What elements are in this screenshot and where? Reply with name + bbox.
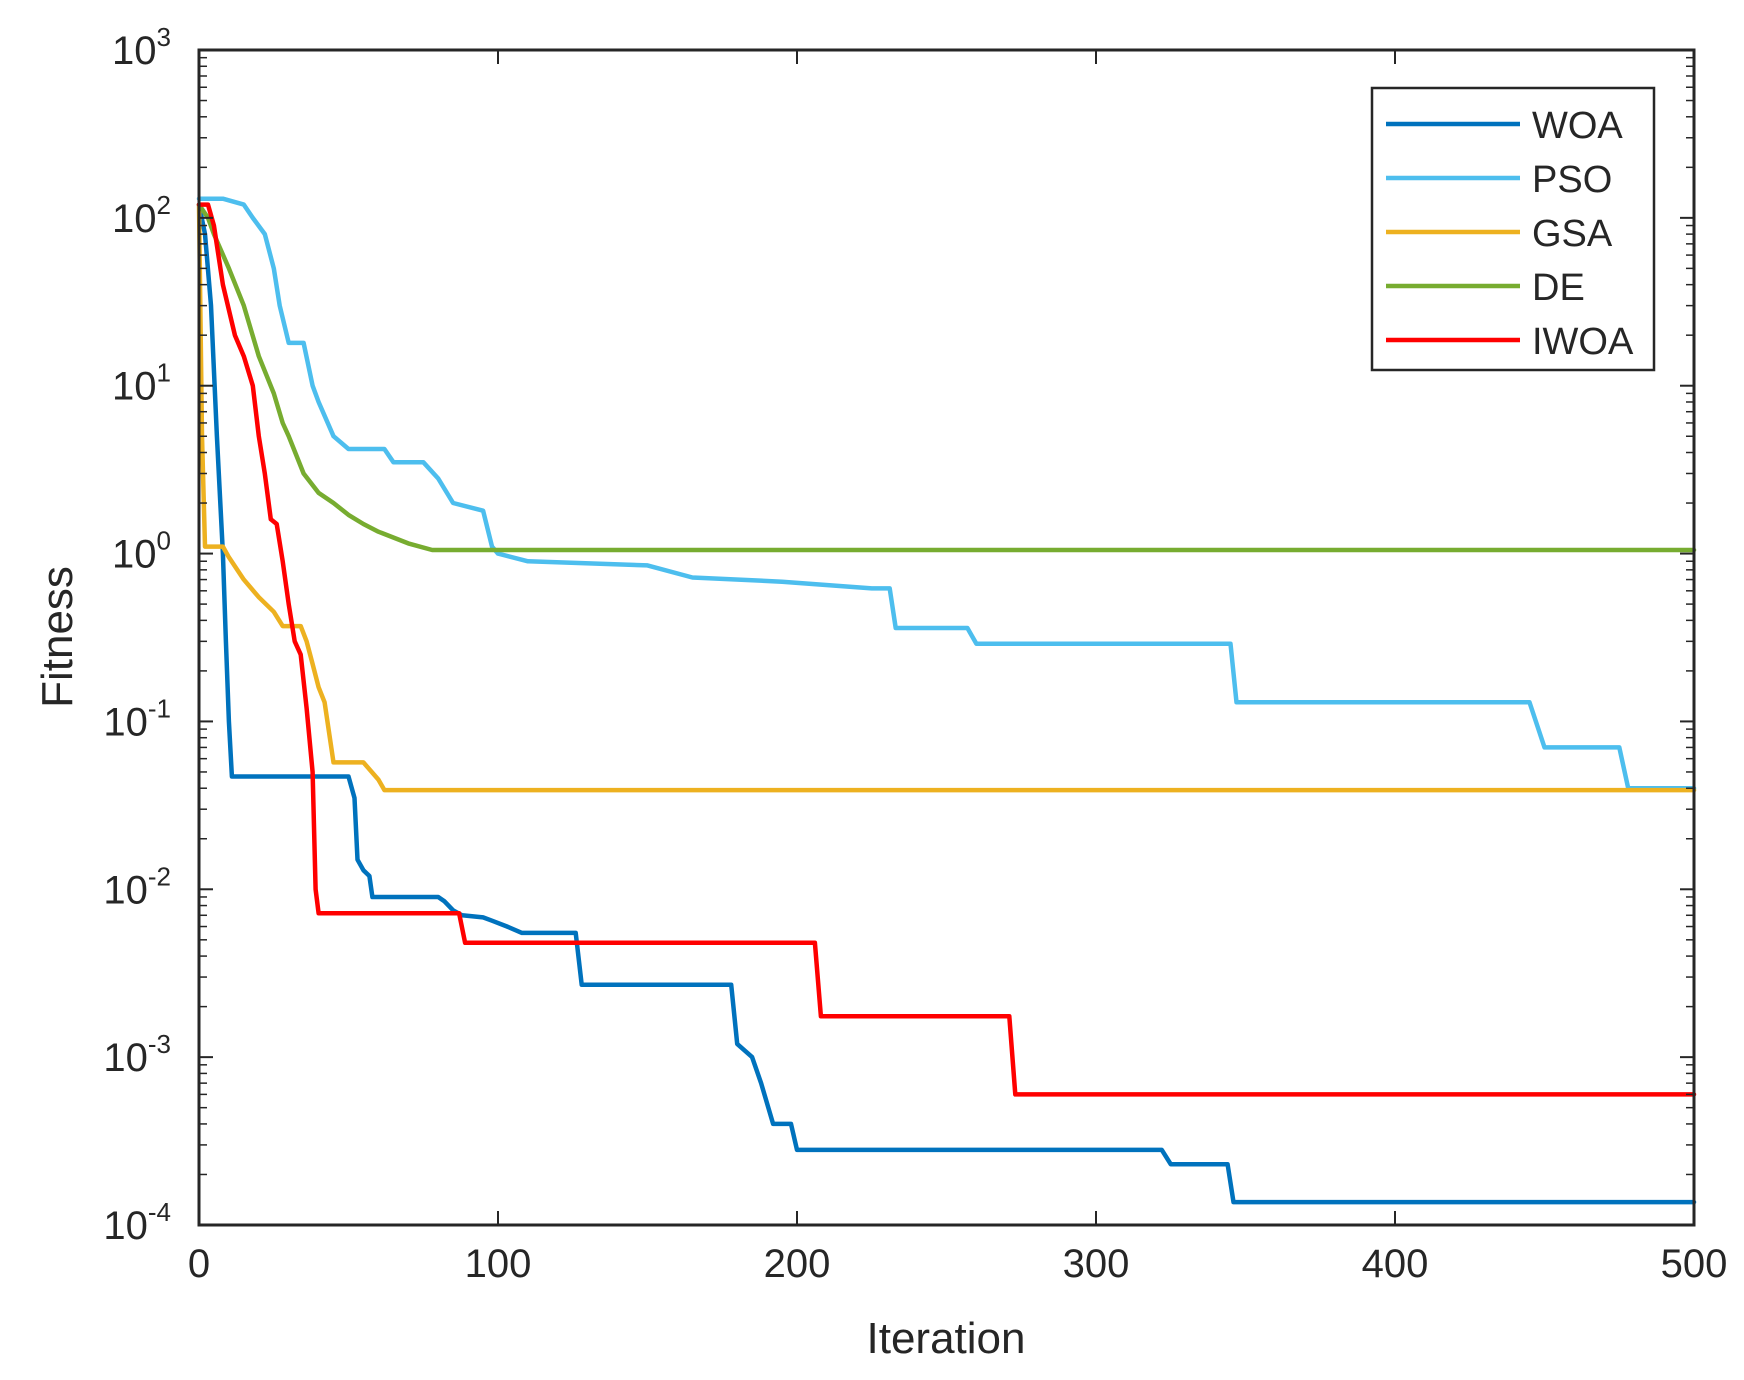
x-axis-label: Iteration xyxy=(867,1314,1026,1363)
legend-label-woa: WOA xyxy=(1532,105,1623,147)
series-line-pso xyxy=(196,196,1697,791)
series-line-woa xyxy=(196,202,1697,1205)
x-tick-label: 300 xyxy=(1063,1242,1130,1286)
x-tick-label: 100 xyxy=(465,1242,532,1286)
x-tick-label: 0 xyxy=(188,1242,210,1286)
y-tick-label: 10-2 xyxy=(103,861,171,912)
y-tick-label: 103 xyxy=(112,22,171,73)
plot-area-border xyxy=(197,48,1696,1227)
legend-label-pso: PSO xyxy=(1532,159,1612,201)
y-tick-label: 10-4 xyxy=(103,1197,171,1248)
y-axis-label: Fitness xyxy=(33,566,82,708)
y-tick-label: 101 xyxy=(112,358,171,409)
x-tick-label: 400 xyxy=(1362,1242,1429,1286)
legend-box xyxy=(1370,86,1656,372)
legend-label-gsa: GSA xyxy=(1532,213,1613,255)
series-line-de xyxy=(196,202,1697,553)
y-tick-label: 10-1 xyxy=(103,693,171,744)
series-line-gsa xyxy=(196,202,1697,793)
legend-label-iwoa: IWOA xyxy=(1532,321,1634,363)
x-tick-label: 500 xyxy=(1661,1242,1728,1286)
legend: WOA PSO GSA DE IWOA xyxy=(1370,86,1656,372)
legend-label-de: DE xyxy=(1532,267,1585,309)
y-tick-label: 100 xyxy=(112,526,171,577)
y-tick-label: 102 xyxy=(112,190,171,241)
y-tick-label: 10-3 xyxy=(103,1029,171,1080)
x-tick-label: 200 xyxy=(764,1242,831,1286)
series-line-iwoa xyxy=(196,202,1697,1097)
